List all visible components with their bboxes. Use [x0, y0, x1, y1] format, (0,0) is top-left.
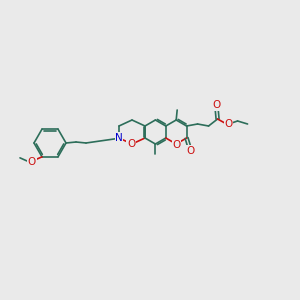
Text: O: O [186, 146, 195, 156]
Text: O: O [28, 157, 36, 167]
Text: O: O [224, 119, 233, 129]
Text: N: N [115, 133, 123, 143]
Text: O: O [212, 100, 221, 110]
Text: O: O [127, 139, 135, 149]
Text: O: O [172, 140, 180, 150]
